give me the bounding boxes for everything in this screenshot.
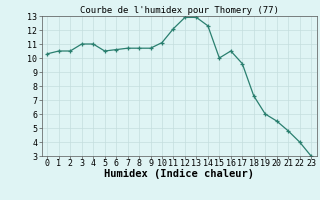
X-axis label: Humidex (Indice chaleur): Humidex (Indice chaleur) <box>104 169 254 179</box>
Title: Courbe de l'humidex pour Thomery (77): Courbe de l'humidex pour Thomery (77) <box>80 6 279 15</box>
